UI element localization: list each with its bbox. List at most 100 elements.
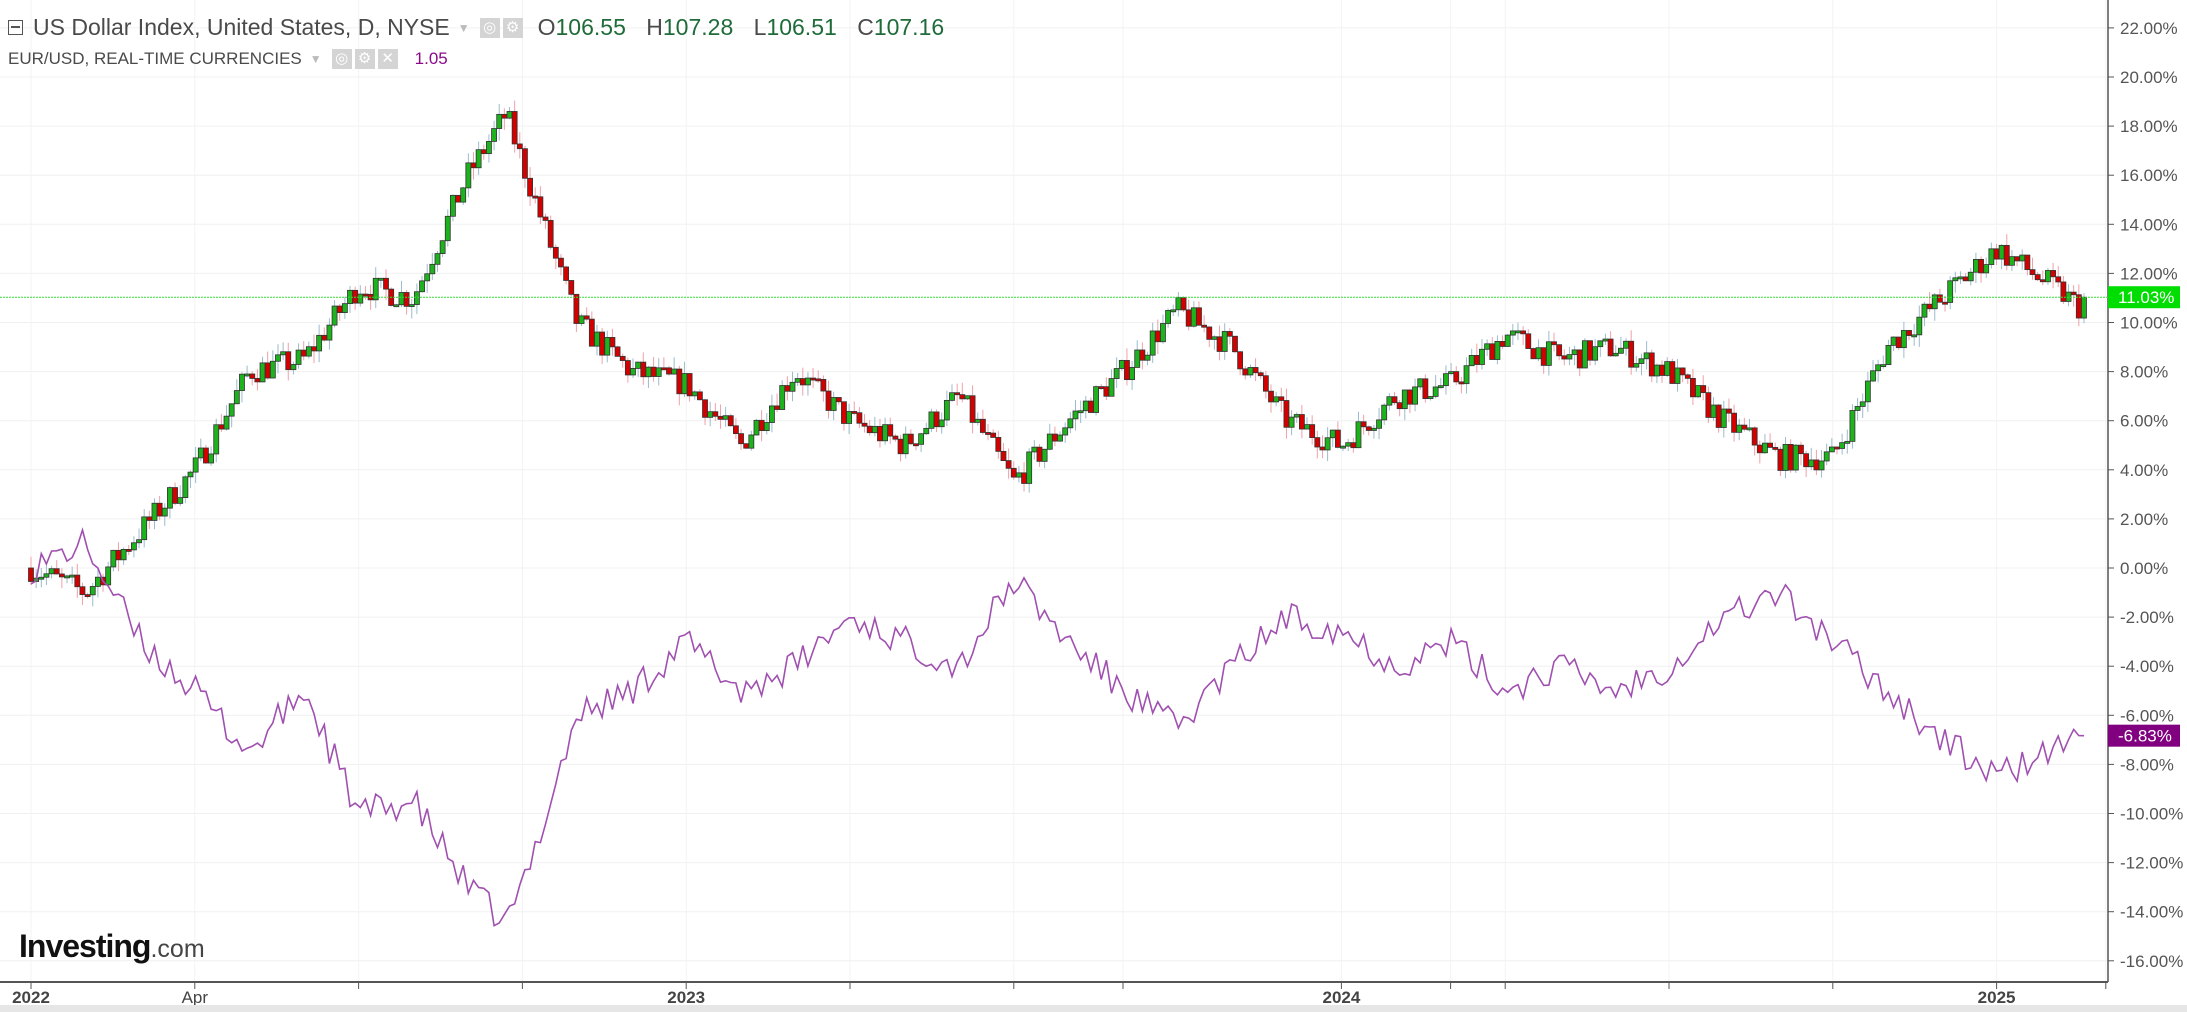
candle [1067,418,1074,429]
candle [2029,269,2036,275]
candle [1072,410,1079,420]
dxy-last-label-bg [2108,286,2180,309]
candle [1479,348,1485,365]
candle [1762,442,1768,454]
candle [1798,444,1804,455]
candle [1849,410,1856,442]
candle [861,422,868,427]
candle [1165,309,1172,324]
collapse-icon[interactable] [8,20,23,35]
candle [1535,347,1542,360]
candle [763,422,770,432]
candle [825,390,832,411]
candle [1278,396,1285,401]
candle [624,360,631,376]
candle [537,196,544,218]
candle [1957,276,1964,280]
candle [815,378,822,382]
candle [712,411,719,417]
candle [1592,346,1599,361]
candle [794,378,801,383]
candle [285,351,292,371]
candle [444,215,451,242]
candle [856,412,863,424]
candle [877,425,883,442]
candle [1767,442,1773,448]
compare-title[interactable]: EUR/USD, REAL-TIME CURRENCIES [8,49,302,68]
candle [377,277,384,281]
candle [383,277,389,290]
candle [491,128,497,142]
candle [2019,254,2026,262]
candle [2075,294,2082,319]
logo-suffix: .com [150,935,205,963]
candle [1113,368,1120,379]
candle [197,447,204,459]
visibility-icon[interactable]: ◎ [479,17,500,38]
y-tick-label: -2.00% [2120,608,2174,627]
y-tick-label: -6.00% [2120,706,2174,725]
candle [1005,460,1012,469]
candle [1540,347,1547,366]
candle [1298,414,1305,430]
candle [1160,323,1166,343]
candle [717,415,724,420]
candle [2024,254,2031,271]
candle [552,246,559,259]
candle [161,507,168,517]
candle [583,315,590,320]
candle [264,362,271,379]
close-icon[interactable]: ✕ [377,49,398,69]
eurusd-line [30,527,2085,927]
candle [136,539,142,544]
candle [691,391,698,397]
candle [1731,412,1737,433]
candle [1695,385,1701,398]
candle [1844,440,1851,444]
candle [1978,258,1984,274]
candle [1484,343,1491,350]
candle [1654,364,1660,377]
candle [660,367,667,371]
candle [1021,472,1027,484]
gear-icon[interactable]: ⚙ [354,49,375,69]
candle [969,395,976,423]
dropdown-arrow-icon[interactable]: ▼ [457,20,470,35]
gear-icon[interactable]: ⚙ [502,17,523,38]
x-tick-label: 2023 [667,988,705,1007]
candle [594,331,600,347]
low-value: 106.51 [766,14,837,40]
candle [1643,352,1650,360]
candle [1309,424,1316,438]
candle [1226,331,1233,337]
candle [1201,324,1208,328]
candle [532,195,539,199]
eurusd-last-label: -6.83% [2118,727,2172,746]
candle [403,292,410,307]
candle [131,542,137,551]
candle [640,361,647,378]
candle [1473,355,1480,365]
candle [902,433,909,455]
candle [1875,364,1882,372]
candle [424,273,431,282]
visibility-icon[interactable]: ◎ [331,49,352,69]
candle [290,364,297,371]
candle [48,568,55,575]
candle [1196,307,1202,326]
candle [336,305,343,313]
candle [2039,279,2046,283]
candle [156,502,163,517]
candle [64,575,70,579]
candle [1360,421,1367,428]
candle [1283,400,1290,428]
candle [470,162,477,169]
candle [1782,444,1789,471]
candle [1247,367,1254,376]
dropdown-arrow-icon[interactable]: ▼ [309,52,322,66]
candle [954,392,961,396]
candle [1700,385,1707,394]
candle [300,349,307,357]
candle [1581,340,1588,369]
series-title[interactable]: US Dollar Index, United States, D, NYSE [33,14,450,40]
